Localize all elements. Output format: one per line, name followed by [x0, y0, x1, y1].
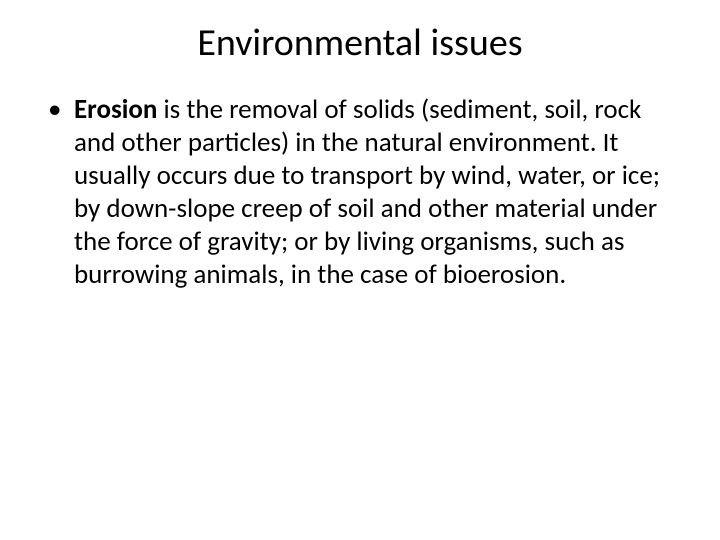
slide: Environmental issues Erosion is the remo… — [0, 0, 720, 540]
bullet-list: Erosion is the removal of solids (sedime… — [46, 94, 680, 292]
bullet-emphasis: Erosion — [74, 93, 157, 126]
slide-body: Erosion is the removal of solids (sedime… — [40, 94, 680, 292]
slide-title: Environmental issues — [40, 20, 680, 66]
bullet-item: Erosion is the removal of solids (sedime… — [46, 94, 680, 292]
bullet-text: is the removal of solids (sediment, soil… — [74, 93, 660, 291]
